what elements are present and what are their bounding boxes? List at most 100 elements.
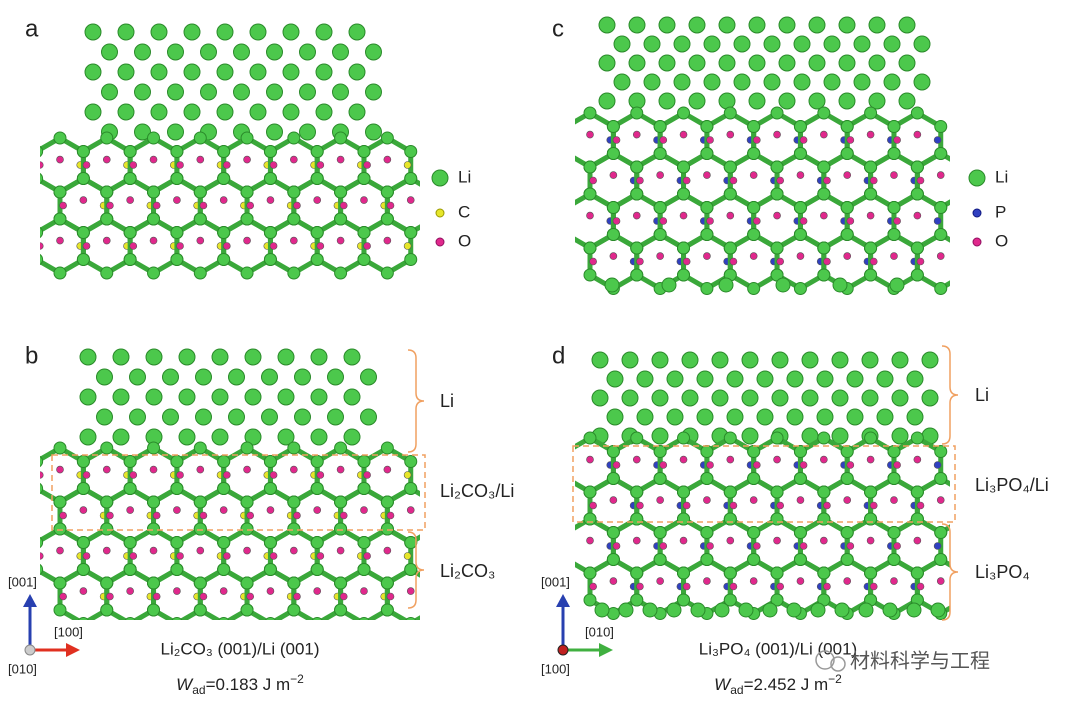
- atom: [913, 211, 922, 220]
- li-atom: [200, 83, 217, 101]
- li-atom: [628, 16, 646, 34]
- li-atom: [147, 495, 161, 509]
- li-atom: [123, 455, 137, 468]
- li-atom: [653, 445, 667, 458]
- li-atom: [100, 441, 114, 455]
- atom: [682, 582, 691, 591]
- li-atom: [334, 266, 348, 280]
- li-atom: [211, 428, 229, 446]
- li-atom: [642, 602, 658, 618]
- li-atom: [891, 351, 909, 369]
- atom: [843, 252, 852, 260]
- atom: [360, 587, 368, 595]
- li-atom: [653, 147, 667, 160]
- atom: [149, 546, 158, 555]
- atom: [246, 201, 254, 210]
- li-atom: [332, 43, 349, 61]
- li-atom: [193, 522, 207, 536]
- li-atom: [310, 428, 328, 446]
- li-atom: [762, 602, 778, 618]
- li-atom: [310, 563, 324, 576]
- li-atom: [747, 201, 761, 214]
- li-atom: [898, 92, 916, 110]
- atom: [869, 176, 878, 185]
- li-atom: [357, 563, 371, 576]
- li-atom: [793, 120, 807, 133]
- li-atom: [606, 445, 620, 458]
- li-atom: [249, 103, 267, 121]
- atom: [363, 471, 371, 479]
- structure: [40, 348, 420, 620]
- li-atom: [244, 348, 262, 366]
- atom: [290, 236, 298, 245]
- bond-ring: [384, 566, 420, 620]
- atom: [726, 130, 735, 139]
- li-atom: [334, 603, 348, 617]
- li-atom: [681, 351, 699, 369]
- li-atom: [910, 485, 924, 499]
- li-atom: [193, 576, 207, 590]
- li-atom: [40, 536, 44, 549]
- li-atom: [723, 106, 737, 120]
- li-atom: [864, 431, 878, 445]
- atom: [316, 552, 325, 560]
- atom: [729, 176, 738, 185]
- li-atom: [887, 201, 901, 214]
- atom: [293, 592, 301, 601]
- atom: [223, 471, 231, 479]
- li-atom: [934, 228, 948, 241]
- li-atom: [621, 351, 639, 369]
- li-atom: [703, 73, 721, 91]
- li-atom: [240, 441, 254, 455]
- li-atom: [883, 73, 901, 91]
- atom: [636, 501, 644, 510]
- li-atom: [696, 408, 714, 426]
- atom: [40, 552, 44, 560]
- li-atom: [747, 553, 761, 566]
- atom: [176, 471, 184, 479]
- li-atom: [741, 389, 759, 407]
- li-atom: [921, 389, 939, 407]
- li-atom: [40, 253, 44, 266]
- li-atom: [887, 120, 901, 133]
- atom: [656, 577, 664, 585]
- li-atom: [793, 201, 807, 214]
- li-atom: [117, 103, 135, 121]
- atom: [957, 177, 964, 184]
- li-atom: [147, 603, 161, 617]
- atom: [403, 161, 412, 169]
- atom: [933, 542, 942, 550]
- li-atom: [216, 63, 234, 81]
- li-atom: [211, 388, 229, 406]
- li-atom: [840, 147, 854, 160]
- li-atom: [834, 602, 850, 618]
- atom: [360, 506, 368, 514]
- bond-ring: [151, 566, 203, 620]
- li-atom: [299, 83, 316, 101]
- li-atom: [240, 131, 254, 145]
- atom: [129, 552, 138, 560]
- li-atom: [793, 35, 811, 53]
- li-atom: [147, 441, 161, 455]
- li-atom: [263, 172, 277, 185]
- li-atom: [334, 212, 348, 226]
- atom: [729, 257, 738, 266]
- watermark: 材料科学与工程: [815, 649, 990, 672]
- li-atom: [868, 92, 886, 110]
- li-atom: [666, 602, 682, 618]
- superscript: −2: [290, 672, 304, 686]
- li-atom: [864, 160, 878, 174]
- atom: [196, 236, 205, 245]
- watermark-text: 材料科学与工程: [850, 649, 990, 672]
- li-atom: [287, 185, 301, 199]
- atom: [749, 577, 758, 585]
- li-atom: [889, 277, 905, 293]
- li-atom: [266, 123, 283, 141]
- li-atom: [606, 553, 620, 566]
- atom: [753, 136, 761, 144]
- li-atom: [365, 123, 382, 141]
- li-atom: [770, 241, 784, 255]
- li-atom: [76, 226, 90, 239]
- region-label: Li₂CO₃/Li: [440, 481, 514, 501]
- li-atom: [561, 527, 573, 539]
